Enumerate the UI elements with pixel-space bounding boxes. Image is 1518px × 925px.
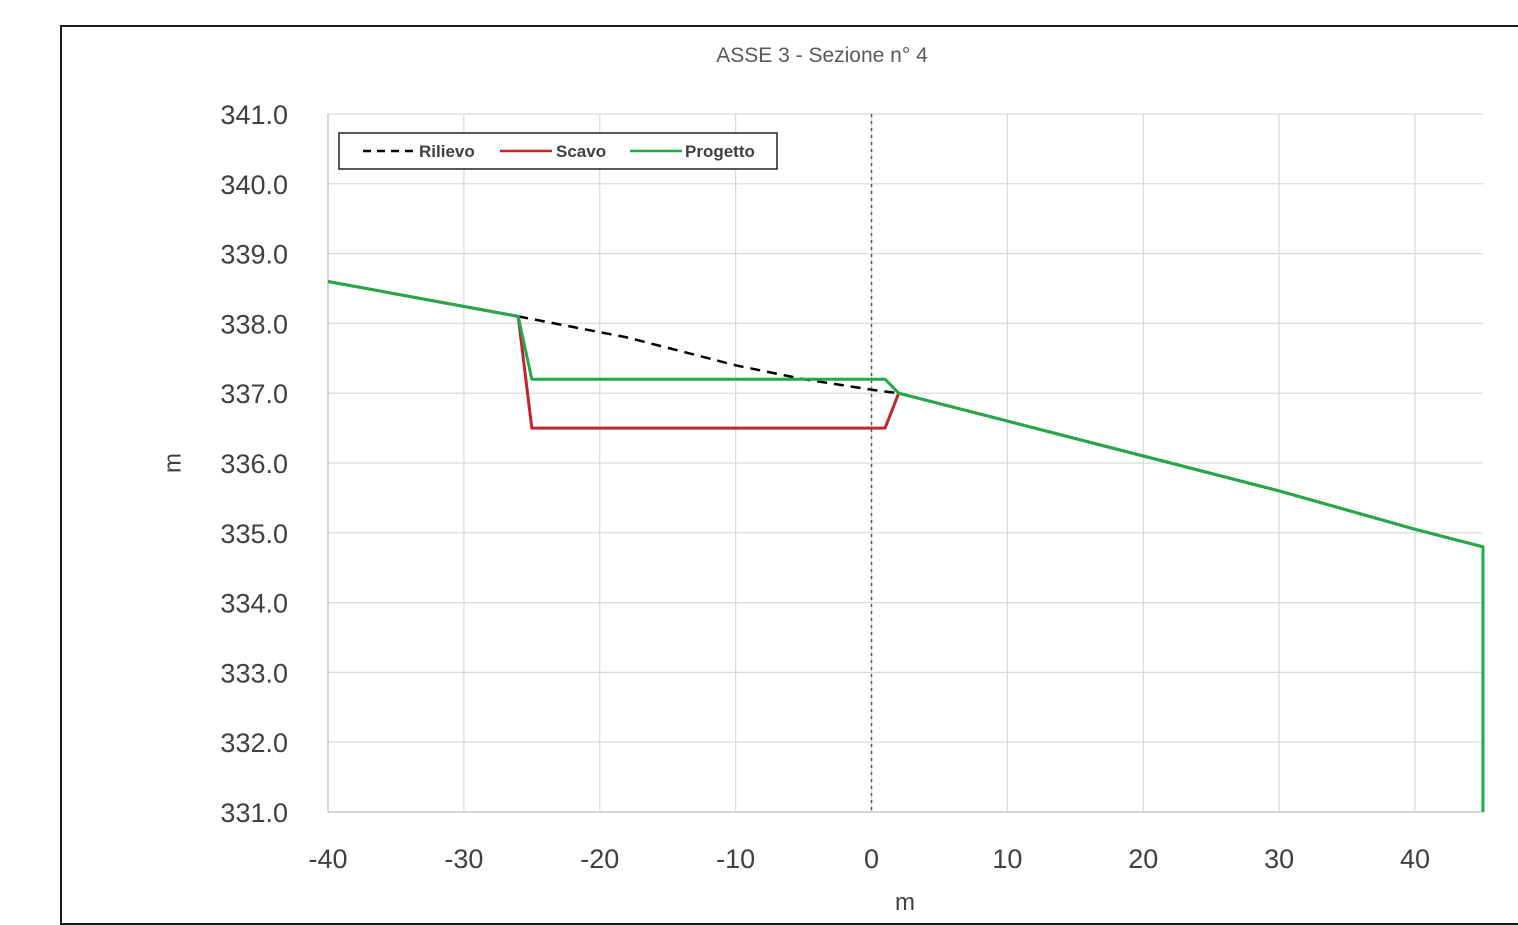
x-tick-label: -10 — [716, 844, 755, 874]
y-tick-label: 332.0 — [220, 728, 288, 758]
legend: Rilievo Scavo Progetto — [338, 132, 778, 170]
y-tick-label: 339.0 — [220, 240, 288, 270]
y-tick-label: 331.0 — [220, 798, 288, 828]
grid — [327, 113, 1483, 813]
x-tick-label: -20 — [580, 844, 619, 874]
series-rilievo-line — [517, 315, 899, 395]
chart-frame — [60, 25, 1518, 925]
x-tick-label: 0 — [864, 844, 879, 874]
x-tick-label: 10 — [992, 844, 1022, 874]
x-tick-label: -40 — [308, 844, 347, 874]
legend-label-scavo: Scavo — [556, 142, 606, 161]
y-tick-label: 334.0 — [220, 589, 288, 619]
y-tick-label: 338.0 — [220, 309, 288, 339]
legend-label-progetto: Progetto — [685, 142, 755, 161]
y-tick-label: 341.0 — [220, 100, 288, 130]
legend-label-rilievo: Rilievo — [419, 142, 475, 161]
series-layer — [327, 280, 1485, 812]
x-tick-label: 30 — [1264, 844, 1294, 874]
y-tick-label: 337.0 — [220, 379, 288, 409]
y-axis-label: m — [159, 453, 186, 473]
y-tick-label: 335.0 — [220, 519, 288, 549]
series-progetto-line — [327, 280, 1485, 812]
x-axis-label: m — [895, 889, 915, 916]
y-tick-label: 336.0 — [220, 449, 288, 479]
y-tick-label: 333.0 — [220, 658, 288, 688]
x-tick-label: 40 — [1400, 844, 1430, 874]
x-tick-label: 20 — [1128, 844, 1158, 874]
series-scavo-line — [327, 280, 1485, 812]
x-tick-label: -30 — [444, 844, 483, 874]
y-tick-label: 340.0 — [220, 170, 288, 200]
tick-labels: -40 -30 -20 -10 0 10 20 30 40 331.0 332.0 333.0 334.… — [220, 100, 1430, 874]
chart-title: ASSE 3 - Sezione n° 4 — [716, 44, 928, 67]
